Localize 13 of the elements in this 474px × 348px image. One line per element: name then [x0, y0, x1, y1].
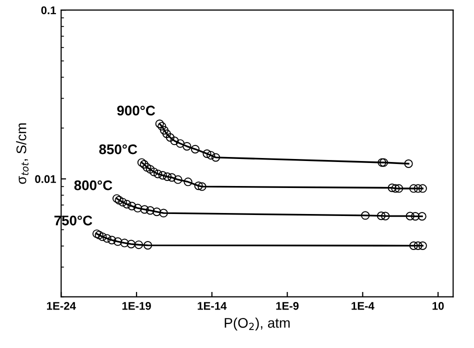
x-tick-label: 1E-24 — [47, 302, 76, 310]
series-label: 900°C — [117, 106, 156, 116]
x-tick-label: 1E-14 — [198, 302, 227, 310]
y-axis-title: σ$_{tot}$, S/cm — [16, 123, 29, 184]
y-tick-label: 0.01 — [35, 175, 56, 184]
series-label: 800°C — [74, 180, 112, 190]
series-label: 850°C — [99, 144, 138, 154]
x-tick-label: 1E-19 — [122, 302, 151, 310]
x-tick-label: 1E-9 — [276, 302, 299, 310]
x-tick-label: 1E-4 — [352, 302, 374, 310]
y-tick-label: 0.1 — [41, 6, 56, 14]
x-axis-title: P(O$_{2}$), atm — [224, 318, 290, 331]
x-tick-label: 10 — [432, 302, 444, 310]
